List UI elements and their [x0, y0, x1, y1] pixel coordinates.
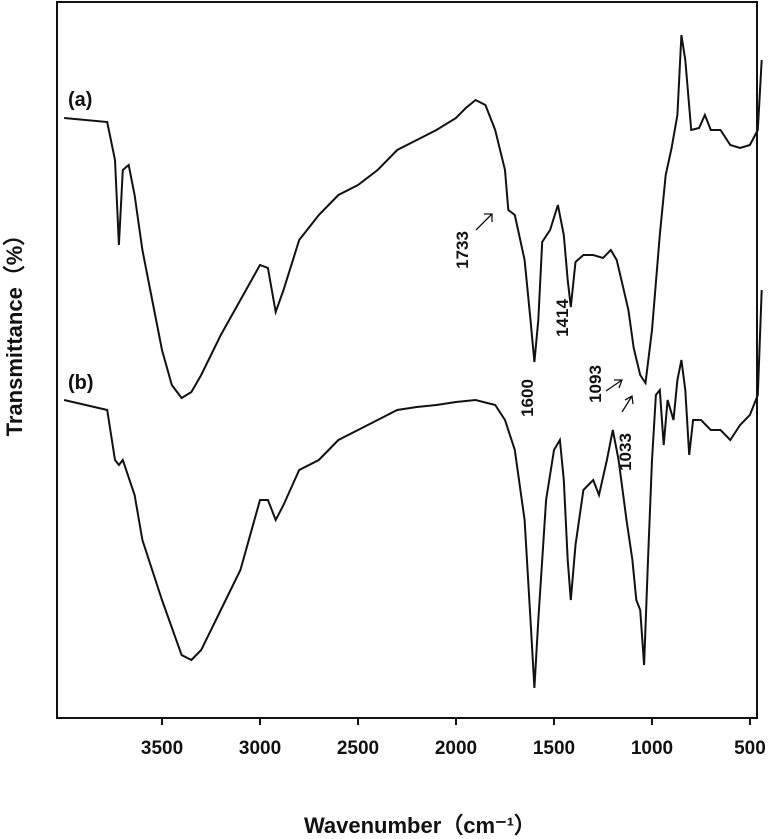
- spectrum-line: [64, 34, 763, 400]
- annotation-arrows: [475, 213, 634, 413]
- x-tick-label: 3500: [141, 738, 183, 759]
- x-tick-label: 2000: [435, 738, 477, 759]
- peak-label: 1414: [553, 299, 572, 337]
- x-tick-label: 2500: [337, 738, 379, 759]
- x-tick-label: 1500: [533, 738, 575, 759]
- arrow: [475, 213, 493, 231]
- peak-label: 1033: [616, 433, 635, 471]
- arrow: [621, 394, 634, 413]
- spectrum-line: [63, 289, 763, 689]
- series-label: (a): [68, 89, 92, 111]
- x-tick-label: 500: [734, 738, 766, 759]
- series-label: (b): [68, 372, 94, 394]
- peak-label: 1600: [518, 379, 537, 417]
- peak-label: 1093: [586, 365, 605, 403]
- x-tick-label: 3000: [239, 738, 281, 759]
- y-axis-label: Transmittance（%）: [2, 224, 27, 437]
- x-axis-label: Wavenumber（cm⁻¹）: [304, 813, 536, 838]
- peak-label: 1733: [453, 231, 472, 269]
- x-tick-label: 1000: [631, 738, 673, 759]
- plot-frame: [56, 1, 758, 719]
- arrow: [605, 379, 623, 392]
